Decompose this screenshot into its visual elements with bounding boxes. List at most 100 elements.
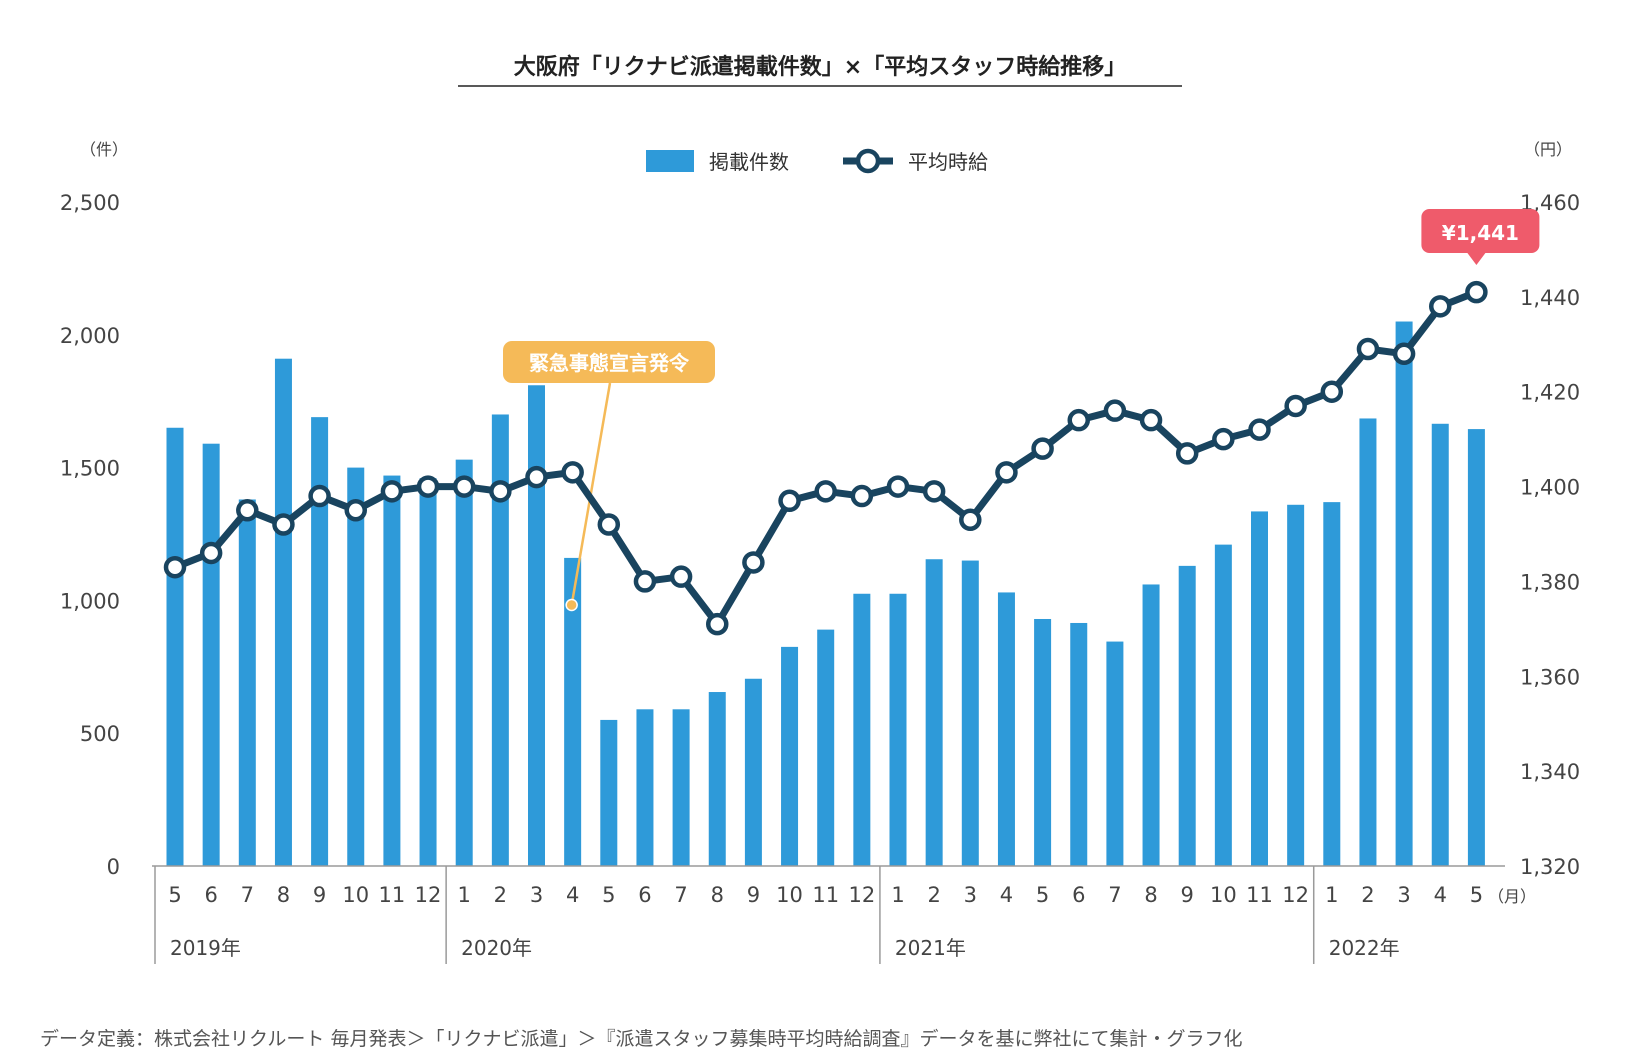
line-point xyxy=(525,465,548,489)
bar xyxy=(1178,565,1196,866)
month-label: 8 xyxy=(277,883,290,907)
month-label: 12 xyxy=(848,883,875,907)
bar xyxy=(1359,418,1377,866)
annotation-target-dot xyxy=(565,598,578,612)
left-axis-tick: 0 xyxy=(107,855,120,879)
right-axis-tick: 1,400 xyxy=(1520,476,1580,500)
right-axis-tick: 1,340 xyxy=(1520,760,1580,784)
bar xyxy=(925,559,943,866)
year-labels: 2019年 2020年 2021年 2022年 xyxy=(154,866,1400,964)
year-label: 2021年 xyxy=(895,936,966,960)
line-point xyxy=(1139,408,1163,432)
right-axis-tick: 1,440 xyxy=(1520,286,1580,310)
month-label: 11 xyxy=(379,883,406,907)
bar xyxy=(600,719,618,866)
bar xyxy=(274,358,292,866)
month-unit: （月） xyxy=(1488,887,1536,906)
month-label: 10 xyxy=(342,883,369,907)
line-point xyxy=(1067,408,1090,432)
line-point xyxy=(344,499,367,522)
right-axis-tick: 1,320 xyxy=(1520,855,1580,879)
bar xyxy=(708,692,726,866)
annotation-emergency: 緊急事態宣言発令 xyxy=(503,341,715,612)
line-point xyxy=(1320,380,1344,403)
bar xyxy=(1106,641,1124,866)
month-label: 11 xyxy=(1246,883,1273,907)
month-label: 6 xyxy=(1072,883,1085,907)
month-label: 1 xyxy=(458,883,471,907)
month-label: 3 xyxy=(964,883,977,907)
month-label: 12 xyxy=(415,883,442,907)
line-point xyxy=(706,612,729,636)
month-label: 9 xyxy=(313,883,326,907)
annotation-text: 緊急事態宣言発令 xyxy=(529,351,690,375)
month-label: 10 xyxy=(776,883,803,907)
line-point xyxy=(886,475,910,498)
line-point xyxy=(452,475,476,498)
month-label: 6 xyxy=(638,883,651,907)
bar xyxy=(202,443,220,866)
line-point xyxy=(922,480,946,503)
bar xyxy=(961,560,979,866)
price-callout-text: ¥1,441 xyxy=(1442,221,1519,245)
month-label: 9 xyxy=(1181,883,1194,907)
line-point xyxy=(1429,295,1452,318)
month-label: 5 xyxy=(1036,883,1049,907)
month-label: 7 xyxy=(674,883,687,907)
price-callout-pointer xyxy=(1467,253,1486,265)
bar xyxy=(1142,584,1160,866)
line-point xyxy=(561,461,584,484)
bar xyxy=(311,417,329,866)
line-point xyxy=(1392,342,1416,366)
line-point xyxy=(633,570,657,593)
bar xyxy=(1214,544,1232,866)
line-point xyxy=(236,499,259,522)
line-point xyxy=(1175,442,1199,465)
bar xyxy=(889,593,907,866)
legend-bar-label: 掲載件数 xyxy=(709,150,789,174)
right-axis-tick: 1,360 xyxy=(1520,665,1580,689)
line-point xyxy=(995,461,1018,484)
annotation-box xyxy=(503,341,715,383)
month-label: 2 xyxy=(927,883,940,907)
bar xyxy=(744,678,762,866)
line-path xyxy=(171,288,1480,628)
line-point xyxy=(308,484,331,508)
line-point xyxy=(1248,418,1271,441)
bar xyxy=(528,385,545,866)
bar xyxy=(817,629,835,866)
bar xyxy=(1251,511,1268,866)
month-label: 6 xyxy=(204,883,217,907)
bar xyxy=(1287,504,1305,866)
bar xyxy=(853,593,871,866)
line-point xyxy=(199,541,223,565)
line-point xyxy=(669,565,693,588)
left-axis: 0 500 1,000 1,500 2,000 2,500 xyxy=(60,191,120,879)
line-point xyxy=(959,508,982,532)
bar xyxy=(672,709,690,866)
month-label: 9 xyxy=(747,883,760,907)
month-label: 10 xyxy=(1210,883,1237,907)
bar xyxy=(636,709,654,866)
line-point xyxy=(1031,437,1054,460)
bar xyxy=(564,557,582,866)
line-point xyxy=(380,480,404,503)
line-point xyxy=(163,555,187,579)
line-point xyxy=(742,551,765,574)
line-point xyxy=(1465,280,1488,304)
bar xyxy=(997,592,1015,866)
left-axis-tick: 2,500 xyxy=(60,191,120,215)
month-label: 3 xyxy=(1397,883,1410,907)
bar-series xyxy=(166,321,1485,866)
month-label: 11 xyxy=(812,883,839,907)
bar xyxy=(781,646,799,866)
legend-line-marker xyxy=(855,148,881,174)
month-label: 4 xyxy=(566,883,579,907)
year-label: 2019年 xyxy=(170,936,241,960)
bar xyxy=(1467,429,1485,866)
bar xyxy=(166,427,184,866)
bar xyxy=(419,478,437,866)
bar xyxy=(1395,321,1413,866)
bar xyxy=(1323,502,1341,866)
